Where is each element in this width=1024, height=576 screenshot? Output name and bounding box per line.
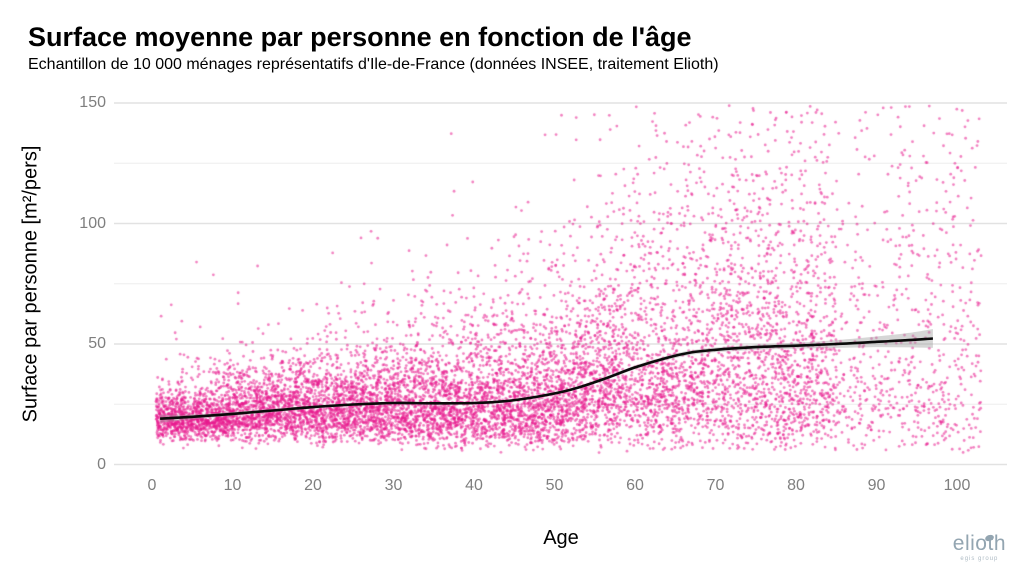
x-tick-label: 20 [304, 477, 322, 494]
x-tick-label: 30 [384, 477, 403, 494]
x-tick-label: 80 [787, 477, 805, 494]
y-tick-label: 0 [97, 455, 106, 473]
y-tick-label: 100 [79, 214, 106, 232]
x-tick-label: 50 [545, 477, 564, 494]
logo-text: elioth [952, 532, 1006, 555]
y-tick-label: 50 [88, 335, 106, 352]
y-axis-title: Surface par personne [m²/pers] [19, 145, 42, 423]
confidence-band [160, 329, 933, 423]
x-tick-label: 10 [223, 477, 242, 494]
x-tick-label: 90 [867, 477, 886, 494]
y-tick-label: 150 [79, 94, 106, 111]
x-tick-label: 0 [147, 477, 157, 494]
x-axis-title: Age [543, 527, 579, 549]
x-tick-label: 40 [465, 477, 483, 494]
elioth-logo: elioth egis group [953, 533, 1006, 562]
x-tick-label: 100 [943, 477, 971, 494]
logo-tagline: egis group [960, 556, 999, 562]
x-tick-label: 70 [706, 477, 725, 494]
trend-line [160, 337, 933, 420]
x-tick-label: 60 [626, 477, 644, 494]
